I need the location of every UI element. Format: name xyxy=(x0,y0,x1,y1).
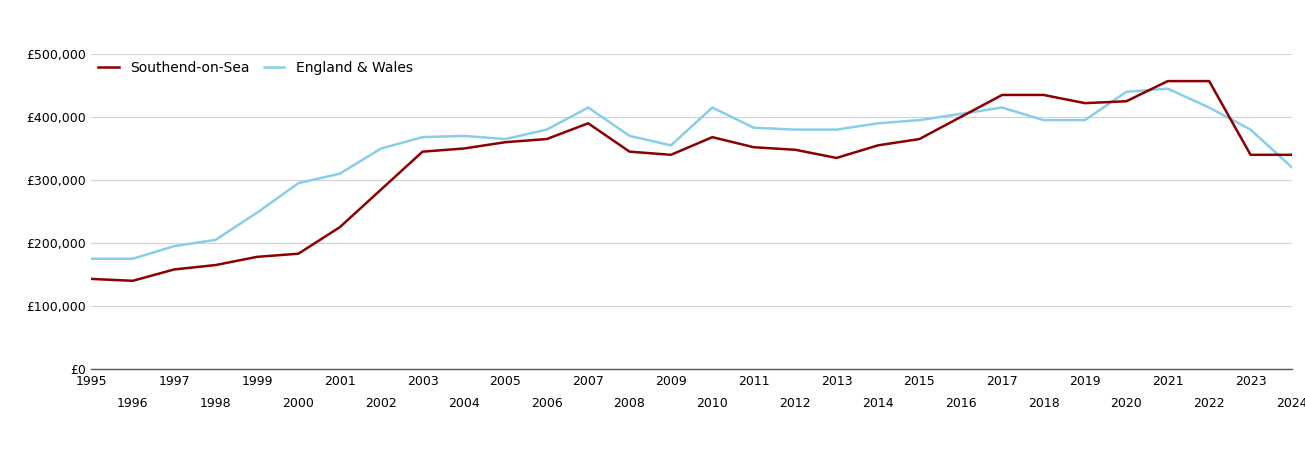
England & Wales xyxy=(1202,105,1218,110)
Southend-on-Sea xyxy=(291,251,307,256)
Southend-on-Sea xyxy=(870,143,886,148)
Southend-on-Sea xyxy=(539,136,555,142)
Southend-on-Sea xyxy=(166,267,181,272)
Southend-on-Sea xyxy=(705,135,720,140)
Southend-on-Sea xyxy=(207,262,223,268)
Southend-on-Sea xyxy=(457,146,472,151)
Southend-on-Sea xyxy=(911,136,927,142)
England & Wales xyxy=(1284,165,1300,170)
England & Wales xyxy=(746,125,762,130)
England & Wales xyxy=(207,237,223,243)
England & Wales xyxy=(994,105,1010,110)
Southend-on-Sea xyxy=(953,114,968,120)
England & Wales xyxy=(373,146,389,151)
Legend: Southend-on-Sea, England & Wales: Southend-on-Sea, England & Wales xyxy=(98,61,412,75)
England & Wales xyxy=(1077,117,1092,123)
England & Wales xyxy=(953,111,968,117)
England & Wales xyxy=(581,105,596,110)
England & Wales xyxy=(125,256,141,261)
Southend-on-Sea xyxy=(1036,92,1052,98)
Southend-on-Sea xyxy=(1202,78,1218,84)
England & Wales xyxy=(249,210,265,216)
England & Wales xyxy=(787,127,803,132)
England & Wales xyxy=(1160,86,1176,91)
Southend-on-Sea xyxy=(1242,152,1258,158)
Southend-on-Sea xyxy=(249,254,265,260)
England & Wales xyxy=(331,171,347,176)
Southend-on-Sea xyxy=(84,276,99,282)
Southend-on-Sea xyxy=(125,278,141,284)
England & Wales xyxy=(497,136,513,142)
Southend-on-Sea xyxy=(994,92,1010,98)
Southend-on-Sea xyxy=(1160,78,1176,84)
Line: Southend-on-Sea: Southend-on-Sea xyxy=(91,81,1292,281)
Southend-on-Sea xyxy=(331,225,347,230)
England & Wales xyxy=(539,127,555,132)
Southend-on-Sea xyxy=(1284,152,1300,158)
Southend-on-Sea xyxy=(1118,99,1134,104)
England & Wales xyxy=(1242,127,1258,132)
England & Wales xyxy=(415,135,431,140)
England & Wales xyxy=(829,127,844,132)
England & Wales xyxy=(1118,89,1134,94)
England & Wales xyxy=(870,121,886,126)
England & Wales xyxy=(457,133,472,139)
England & Wales xyxy=(705,105,720,110)
Southend-on-Sea xyxy=(497,140,513,145)
Southend-on-Sea xyxy=(581,121,596,126)
Southend-on-Sea xyxy=(373,187,389,192)
England & Wales xyxy=(166,243,181,249)
Southend-on-Sea xyxy=(829,155,844,161)
Southend-on-Sea xyxy=(746,144,762,150)
England & Wales xyxy=(621,133,637,139)
Southend-on-Sea xyxy=(621,149,637,154)
England & Wales xyxy=(1036,117,1052,123)
Southend-on-Sea xyxy=(663,152,679,158)
Southend-on-Sea xyxy=(1077,100,1092,106)
England & Wales xyxy=(84,256,99,261)
Line: England & Wales: England & Wales xyxy=(91,89,1292,259)
England & Wales xyxy=(663,143,679,148)
England & Wales xyxy=(911,117,927,123)
England & Wales xyxy=(291,180,307,186)
Southend-on-Sea xyxy=(787,147,803,153)
Southend-on-Sea xyxy=(415,149,431,154)
